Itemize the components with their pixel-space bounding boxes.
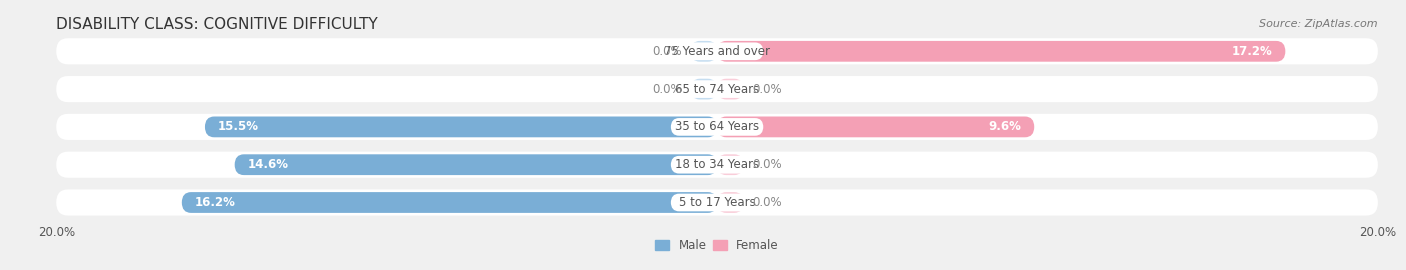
Legend: Male, Female: Male, Female — [651, 235, 783, 257]
Text: 14.6%: 14.6% — [247, 158, 288, 171]
FancyBboxPatch shape — [717, 41, 1285, 62]
FancyBboxPatch shape — [235, 154, 717, 175]
FancyBboxPatch shape — [717, 192, 744, 213]
FancyBboxPatch shape — [717, 79, 744, 99]
Text: 0.0%: 0.0% — [752, 83, 782, 96]
Text: 5 to 17 Years: 5 to 17 Years — [679, 196, 755, 209]
FancyBboxPatch shape — [205, 117, 717, 137]
Text: 0.0%: 0.0% — [652, 83, 682, 96]
Text: 0.0%: 0.0% — [752, 196, 782, 209]
Text: 18 to 34 Years: 18 to 34 Years — [675, 158, 759, 171]
FancyBboxPatch shape — [181, 192, 717, 213]
FancyBboxPatch shape — [56, 38, 1378, 64]
FancyBboxPatch shape — [690, 41, 717, 62]
Text: DISABILITY CLASS: COGNITIVE DIFFICULTY: DISABILITY CLASS: COGNITIVE DIFFICULTY — [56, 17, 378, 32]
Text: 35 to 64 Years: 35 to 64 Years — [675, 120, 759, 133]
FancyBboxPatch shape — [56, 152, 1378, 178]
FancyBboxPatch shape — [717, 154, 744, 175]
FancyBboxPatch shape — [671, 80, 763, 98]
Text: 17.2%: 17.2% — [1232, 45, 1272, 58]
Text: 0.0%: 0.0% — [752, 158, 782, 171]
FancyBboxPatch shape — [56, 76, 1378, 102]
FancyBboxPatch shape — [671, 118, 763, 136]
Text: 65 to 74 Years: 65 to 74 Years — [675, 83, 759, 96]
FancyBboxPatch shape — [717, 117, 1035, 137]
FancyBboxPatch shape — [671, 156, 763, 174]
FancyBboxPatch shape — [690, 79, 717, 99]
FancyBboxPatch shape — [671, 42, 763, 60]
FancyBboxPatch shape — [56, 190, 1378, 215]
Text: 16.2%: 16.2% — [195, 196, 236, 209]
Text: 75 Years and over: 75 Years and over — [664, 45, 770, 58]
Text: 9.6%: 9.6% — [988, 120, 1021, 133]
Text: 15.5%: 15.5% — [218, 120, 259, 133]
Text: 0.0%: 0.0% — [652, 45, 682, 58]
Text: Source: ZipAtlas.com: Source: ZipAtlas.com — [1260, 19, 1378, 29]
FancyBboxPatch shape — [56, 114, 1378, 140]
FancyBboxPatch shape — [671, 194, 763, 211]
